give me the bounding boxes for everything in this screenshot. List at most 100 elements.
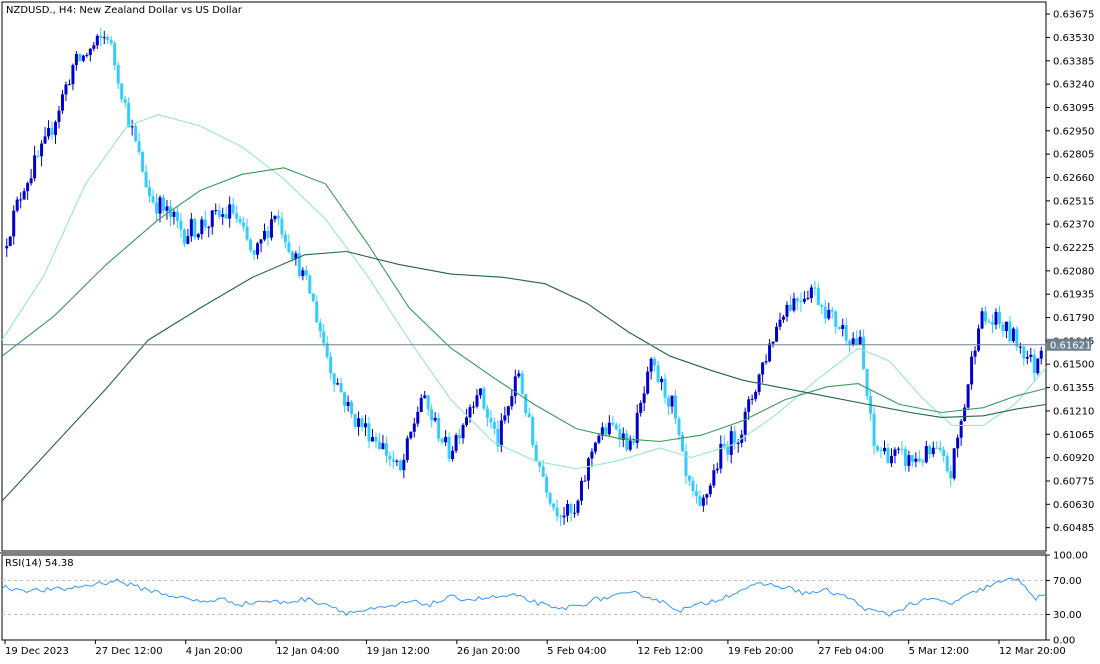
- candle-body: [820, 304, 824, 307]
- candle-body: [684, 451, 688, 476]
- candle-body: [384, 443, 388, 456]
- candle-body: [346, 401, 350, 407]
- candle-body: [273, 215, 277, 220]
- candle-body: [680, 434, 684, 452]
- candle-body: [935, 447, 939, 449]
- candle-body: [374, 437, 378, 442]
- candle-body: [956, 437, 960, 449]
- candle-body: [795, 298, 799, 302]
- candle-body: [339, 383, 343, 393]
- candle-body: [555, 507, 559, 517]
- moving-average-line: [1, 250, 1047, 502]
- candle-body: [628, 440, 632, 450]
- candle-body: [573, 512, 577, 514]
- candle-body: [433, 417, 437, 421]
- time-tick-label: 27 Feb 04:00: [818, 646, 884, 657]
- candle-body: [447, 436, 451, 459]
- candle-body: [40, 143, 44, 157]
- candle-body: [827, 309, 831, 319]
- candle-body: [538, 461, 542, 467]
- candle-body: [548, 492, 552, 504]
- candle-body: [193, 219, 197, 238]
- price-tick-label: 0.60775: [1053, 476, 1094, 487]
- candle-body: [461, 424, 465, 439]
- price-tick-label: 0.62660: [1053, 173, 1094, 184]
- candle-body: [973, 350, 977, 357]
- candle-body: [747, 399, 751, 412]
- candle-body: [196, 234, 200, 238]
- candle-body: [775, 326, 779, 342]
- candle-body: [489, 417, 493, 423]
- price-tick-label: 0.60630: [1053, 500, 1094, 511]
- candle-body: [785, 304, 789, 317]
- candle-body: [116, 65, 120, 84]
- candle-body: [301, 270, 305, 277]
- candle-body: [729, 431, 733, 455]
- candle-body: [224, 214, 228, 219]
- moving-averages-layer: [1, 114, 1047, 502]
- price-tick-label: 0.63095: [1053, 103, 1094, 114]
- candle-body: [701, 497, 705, 506]
- time-tick-label: 12 Mar 20:00: [999, 646, 1066, 657]
- price-tick-label: 0.60485: [1053, 523, 1094, 534]
- candle-body: [416, 411, 420, 424]
- candle-body: [5, 245, 9, 249]
- candle-body: [691, 480, 695, 492]
- price-tick-label: 0.63385: [1053, 56, 1094, 67]
- candle-body: [809, 287, 813, 299]
- candle-body: [764, 361, 768, 363]
- candle-body: [409, 431, 413, 439]
- candle-body: [113, 43, 117, 66]
- candle-body: [332, 373, 336, 385]
- candle-body: [743, 411, 747, 435]
- candle-body: [259, 239, 263, 244]
- candle-body: [524, 393, 528, 414]
- candle-body: [931, 447, 935, 455]
- candle-body: [855, 338, 859, 345]
- candle-body: [924, 446, 928, 463]
- candle-body: [388, 455, 392, 460]
- candle-body: [336, 383, 340, 385]
- candle-body: [57, 110, 61, 123]
- candle-body: [750, 398, 754, 400]
- candle-body: [144, 171, 148, 188]
- candle-body: [377, 441, 381, 449]
- candle-body: [405, 438, 409, 460]
- candle-body: [423, 395, 427, 398]
- candle-body: [938, 447, 942, 450]
- candle-body: [297, 253, 301, 277]
- candle-body: [308, 275, 312, 294]
- candle-body: [921, 461, 925, 463]
- candle-body: [566, 503, 570, 516]
- candle-body: [214, 210, 218, 212]
- time-tick-label: 5 Feb 04:00: [547, 646, 606, 657]
- price-tick-label: 0.62080: [1053, 266, 1094, 277]
- candle-body: [276, 215, 280, 219]
- candle-body: [896, 448, 900, 450]
- candle-body: [54, 122, 58, 135]
- candle-body: [161, 197, 165, 211]
- candle-body: [151, 196, 155, 203]
- candle-body: [597, 435, 601, 443]
- candle-body: [492, 422, 496, 429]
- candle-body: [141, 151, 145, 172]
- candle-body: [1001, 324, 1005, 332]
- candle-body: [1011, 328, 1015, 342]
- candle-body: [590, 451, 594, 459]
- candle-body: [963, 407, 967, 421]
- candle-body: [977, 328, 981, 351]
- candle-body: [698, 496, 702, 506]
- candle-body: [914, 458, 918, 462]
- candle-body: [74, 54, 78, 66]
- candle-body: [614, 424, 618, 430]
- candle-body: [527, 413, 531, 418]
- time-tick-label: 4 Jan 20:00: [186, 646, 243, 657]
- candle-body: [398, 460, 402, 471]
- rsi-tick-label: 70.00: [1053, 576, 1082, 587]
- candle-body: [715, 468, 719, 471]
- price-tick-label: 0.63675: [1053, 10, 1094, 21]
- candle-body: [468, 407, 472, 418]
- candle-body: [677, 418, 681, 435]
- candle-body: [670, 395, 674, 407]
- price-tick-label: 0.63240: [1053, 80, 1094, 91]
